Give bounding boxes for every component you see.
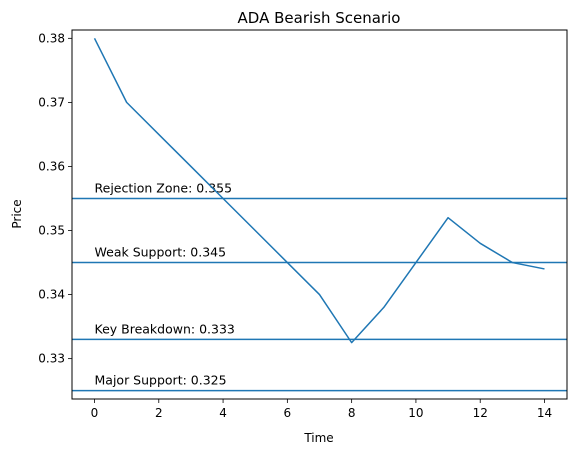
x-tick-label-6: 12: [473, 406, 488, 420]
hline-label-3: Major Support: 0.325: [95, 373, 227, 388]
x-tick-label-3: 6: [284, 406, 292, 420]
x-tick-label-7: 14: [537, 406, 552, 420]
hline-label-1: Weak Support: 0.345: [95, 245, 227, 260]
y-axis: 0.33 0.34 0.35 0.36 0.37 0.38: [38, 31, 72, 366]
y-tick-label-1: 0.34: [38, 288, 65, 302]
x-axis: 0 2 4 6 8 10 12 14: [91, 399, 552, 420]
y-tick-label-0: 0.33: [38, 352, 65, 366]
series-line-0: [93, 37, 545, 344]
hline-label-2: Key Breakdown: 0.333: [95, 321, 235, 336]
y-tick-label-4: 0.37: [38, 95, 65, 109]
hline-label-0: Rejection Zone: 0.355: [95, 180, 233, 195]
x-tick-label-1: 2: [155, 406, 163, 420]
x-tick-label-4: 8: [348, 406, 356, 420]
x-axis-label: Time: [303, 431, 333, 445]
y-tick-label-3: 0.36: [38, 159, 65, 173]
y-tick-label-2: 0.35: [38, 224, 65, 238]
plot-frame: [71, 29, 568, 400]
plot-area: Rejection Zone: 0.355 Weak Support: 0.345…: [72, 37, 567, 392]
x-tick-label-2: 4: [219, 406, 227, 420]
y-tick-label-5: 0.38: [38, 31, 65, 45]
y-axis-label: Price: [10, 199, 24, 228]
x-tick-label-0: 0: [91, 406, 99, 420]
x-tick-label-5: 10: [408, 406, 423, 420]
chart-title: ADA Bearish Scenario: [238, 9, 401, 27]
